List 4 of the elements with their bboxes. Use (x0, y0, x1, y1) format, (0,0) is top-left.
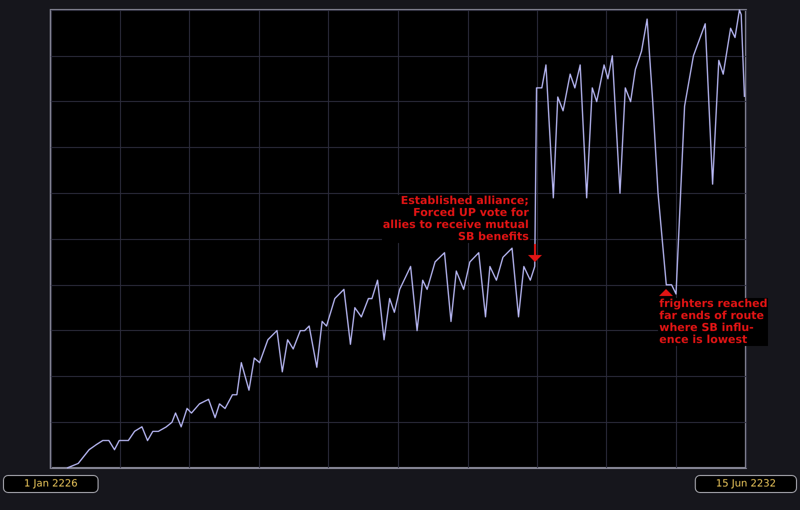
annotation: frighters reached far ends of route where SB influ- ence is lowest (658, 296, 768, 346)
x-tick-label: 15 Jun 2232 (716, 478, 776, 490)
annotation: Established alliance; Forced UP vote for allies to receive mutual SB benefits (382, 194, 530, 244)
x-tick-label: 1 Jan 2226 (24, 478, 78, 490)
